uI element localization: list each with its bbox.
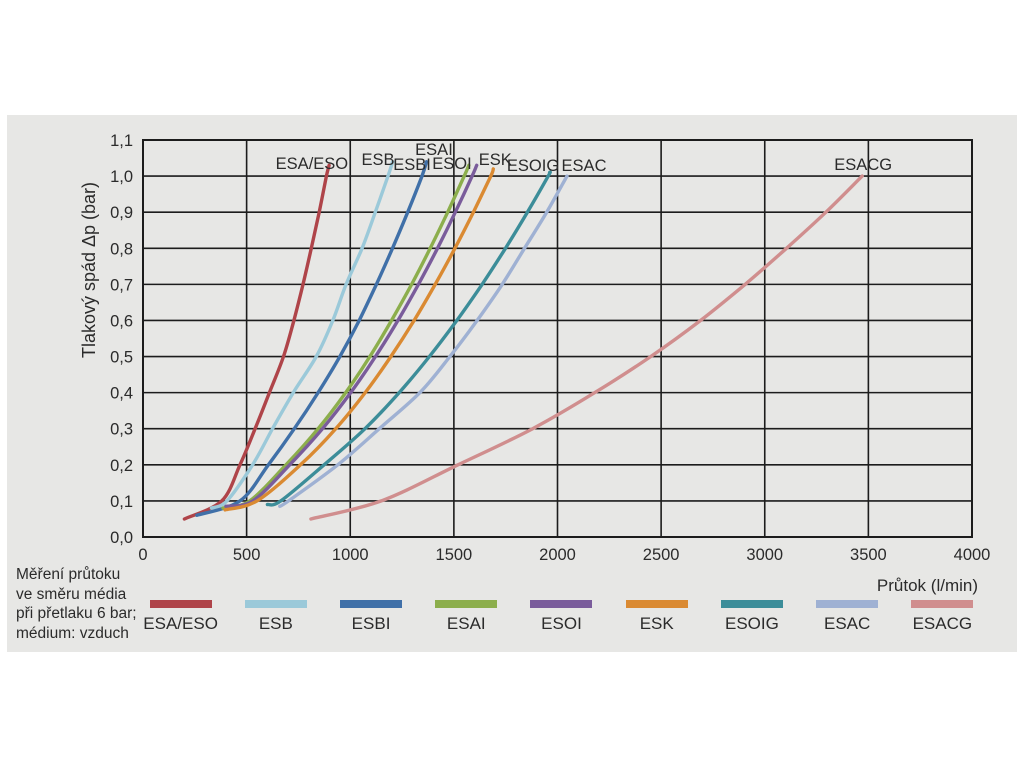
legend-item: ESOIG — [704, 600, 799, 634]
x-tick-label: 2000 — [539, 546, 576, 564]
curve-esbi — [195, 160, 429, 517]
legend-label: ESOIG — [724, 614, 779, 633]
x-tick-label: 4000 — [954, 546, 991, 564]
curve-esb — [209, 160, 395, 510]
x-tick-label: 500 — [233, 546, 261, 564]
legend-label: ESAC — [823, 614, 871, 633]
legend-swatch — [435, 600, 498, 608]
y-tick-label: 0,8 — [110, 240, 133, 258]
legend-item: ESK — [609, 600, 704, 634]
legend: ESA/ESO ESB ESBI ESAI ESOI ESK ESOIG ESAC ESACG — [133, 600, 990, 634]
y-tick-label: 0,7 — [110, 276, 133, 294]
y-tick-label: 0,4 — [110, 385, 133, 403]
curve-label: ESACG — [834, 156, 892, 174]
y-tick-label: 0,6 — [110, 312, 133, 330]
legend-label: ESB — [258, 614, 293, 633]
legend-label: ESOI — [541, 614, 582, 633]
legend-swatch — [720, 600, 783, 608]
curve-label: ESOI — [432, 155, 471, 173]
y-tick-label: 0,3 — [110, 421, 133, 439]
y-tick-label: 0,0 — [110, 529, 133, 547]
curve-label: ESOIG — [507, 157, 559, 175]
legend-label: ESA/ESO — [143, 614, 218, 633]
curve-esacg — [309, 174, 864, 521]
curve-esai — [221, 163, 471, 510]
legend-swatch — [340, 600, 403, 608]
legend-item: ESAI — [419, 600, 514, 634]
x-tick-label: 3000 — [746, 546, 783, 564]
curve-label: ESB — [362, 151, 395, 169]
y-axis-title: Tlakový spád Δp (bar) — [79, 182, 99, 358]
grid-lines — [143, 140, 972, 537]
legend-swatch — [911, 600, 974, 608]
y-tick-label: 0,5 — [110, 349, 133, 367]
measurement-note-line: Měření průtoku — [16, 566, 121, 583]
curve-label: ESBI — [393, 156, 431, 174]
measurement-note-line: při přetlaku 6 bar; — [16, 605, 137, 622]
x-tick-label: 1500 — [436, 546, 473, 564]
y-tick-label: 0,1 — [110, 493, 133, 511]
curve-esoi — [224, 163, 479, 508]
legend-swatch — [244, 600, 307, 608]
chart-panel — [7, 115, 1017, 652]
x-tick-label: 2500 — [643, 546, 680, 564]
legend-item: ESA/ESO — [133, 600, 228, 634]
x-axis-tick-labels: 0 500 1000 1500 2000 2500 3000 3500 4000 — [138, 546, 990, 564]
legend-item: ESBI — [323, 600, 418, 634]
y-axis-tick-labels: 0,0 0,1 0,2 0,3 0,4 0,5 0,6 0,7 0,8 0,9 1,0 1,1 — [110, 132, 133, 547]
measurement-note-line: médium: vzduch — [16, 624, 129, 642]
measurement-note: Měření průtoku ve směru média při přetla… — [16, 565, 137, 643]
curve-esk — [223, 167, 495, 512]
x-tick-label: 1000 — [332, 546, 369, 564]
legend-label: ESACG — [912, 614, 973, 633]
y-tick-label: 1,1 — [110, 132, 133, 150]
series-curves — [182, 160, 864, 521]
curve-label: ESAC — [562, 157, 607, 175]
curve-esac — [278, 174, 569, 508]
legend-label: ESBI — [351, 614, 391, 633]
legend-label: ESK — [639, 614, 674, 633]
legend-item: ESAC — [800, 600, 895, 634]
x-tick-label: 3500 — [850, 546, 887, 564]
y-tick-label: 0,2 — [110, 457, 133, 475]
curve-label: ESAI — [415, 141, 453, 159]
legend-swatch — [816, 600, 879, 608]
x-axis-title: Průtok (l/min) — [876, 576, 978, 595]
legend-swatch — [625, 600, 688, 608]
legend-item: ESB — [228, 600, 323, 634]
legend-item: ESOI — [514, 600, 609, 634]
x-tick-label: 0 — [138, 546, 147, 564]
legend-swatch — [530, 600, 593, 608]
curve-esoig — [265, 170, 552, 507]
legend-swatch — [149, 600, 212, 608]
curve-label: ESA/ESO — [276, 155, 349, 173]
y-tick-label: 0,9 — [110, 204, 133, 222]
legend-label: ESAI — [446, 614, 486, 633]
curve-esa-eso — [182, 163, 331, 521]
legend-item: ESACG — [895, 600, 990, 634]
plot-border — [142, 139, 973, 538]
y-tick-label: 1,0 — [110, 168, 133, 186]
measurement-note-line: ve směru média — [16, 585, 127, 603]
curve-label: ESK — [479, 151, 512, 169]
